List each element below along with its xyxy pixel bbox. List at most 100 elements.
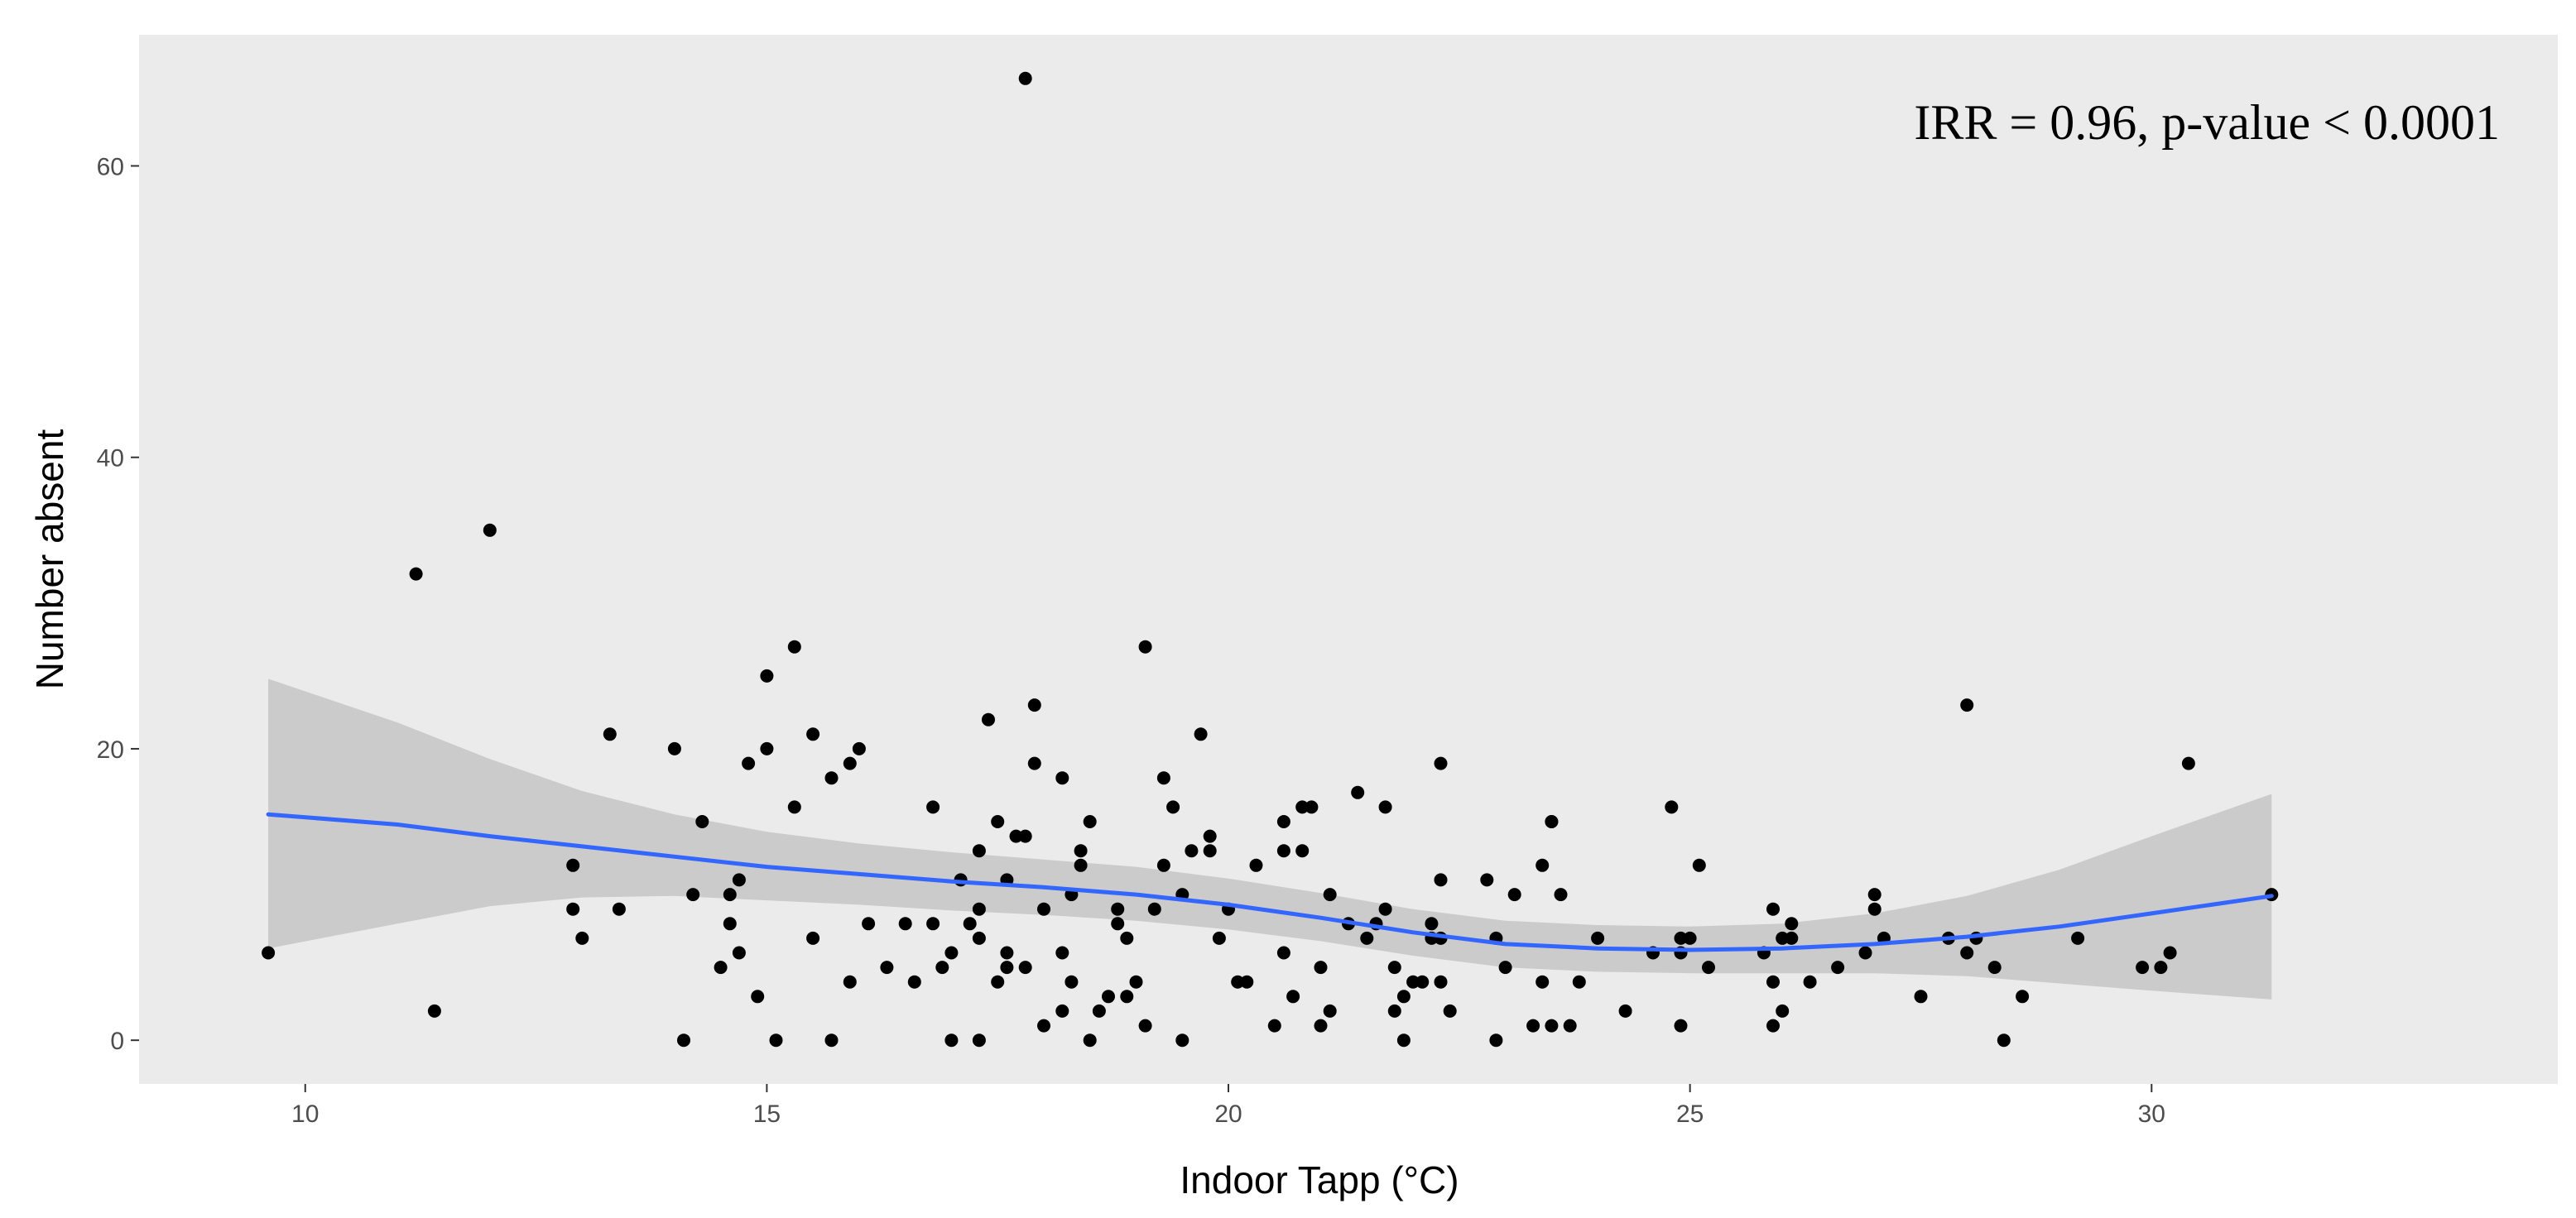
data-point — [1111, 917, 1125, 931]
data-point — [898, 917, 912, 931]
data-point — [1240, 975, 1254, 989]
data-point — [1766, 975, 1780, 989]
data-point — [1536, 858, 1550, 872]
smooth-fit-line — [266, 812, 2274, 952]
smooth-line — [266, 812, 2274, 952]
data-point — [1286, 990, 1300, 1004]
data-point — [944, 1033, 959, 1048]
data-point — [1267, 1019, 1281, 1033]
data-point — [1166, 800, 1180, 814]
data-point — [1360, 931, 1374, 945]
data-point — [1545, 815, 1559, 828]
data-point — [1434, 873, 1448, 887]
data-point — [760, 741, 774, 755]
model-annotation: IRR = 0.96, p-value < 0.0001 — [1914, 95, 2500, 150]
data-point — [1489, 1033, 1503, 1048]
data-point — [1111, 902, 1125, 916]
data-point — [972, 931, 986, 945]
data-point — [1083, 815, 1097, 828]
x-axis-ticks: 10 15 20 25 30 — [291, 1084, 2165, 1128]
data-point — [1867, 888, 1882, 902]
data-point — [1396, 1033, 1411, 1048]
data-point — [1572, 975, 1586, 989]
data-point — [714, 961, 728, 975]
data-point — [1009, 829, 1023, 843]
data-point — [1055, 1004, 1069, 1018]
data-point — [1000, 961, 1014, 975]
data-point — [982, 712, 995, 726]
data-point — [1785, 917, 1799, 931]
data-point — [1295, 800, 1310, 814]
data-point — [1443, 1004, 1457, 1018]
data-point — [1037, 902, 1050, 916]
data-point — [2071, 931, 2085, 945]
data-point — [806, 931, 820, 945]
data-point — [1554, 888, 1568, 902]
data-point — [769, 1033, 783, 1048]
data-point — [824, 1033, 839, 1048]
data-point — [1156, 858, 1170, 872]
data-point — [1536, 975, 1550, 989]
data-point — [1156, 771, 1170, 785]
data-point — [1323, 1004, 1337, 1018]
data-point — [1406, 975, 1420, 989]
data-point — [907, 975, 921, 989]
data-point — [1120, 990, 1134, 1004]
data-point — [972, 1033, 986, 1048]
data-point — [566, 858, 580, 872]
data-point — [1480, 873, 1494, 887]
data-point — [1674, 931, 1688, 945]
data-point — [806, 727, 820, 741]
data-point — [1055, 946, 1069, 960]
data-point — [1867, 902, 1882, 916]
data-point — [1766, 1019, 1780, 1033]
data-point — [1314, 1019, 1328, 1033]
data-point — [1387, 1004, 1401, 1018]
data-point — [1987, 961, 2002, 975]
data-point — [1498, 961, 1512, 975]
data-point — [742, 756, 756, 770]
data-point — [2163, 946, 2177, 960]
scatter-points — [262, 71, 2279, 1048]
y-tick-label: 20 — [97, 736, 124, 764]
x-tick-label: 15 — [753, 1101, 781, 1128]
data-point — [1526, 1019, 1540, 1033]
data-point — [1203, 829, 1217, 843]
data-point — [1323, 888, 1337, 902]
data-point — [926, 800, 940, 814]
data-point — [1102, 990, 1115, 1004]
data-point — [1960, 946, 1974, 960]
data-point — [787, 800, 801, 814]
data-point — [1018, 961, 1032, 975]
data-point — [1785, 931, 1799, 945]
data-point — [603, 727, 617, 741]
data-point — [262, 946, 276, 960]
data-point — [1545, 1019, 1559, 1033]
data-point — [1129, 975, 1143, 989]
data-point — [862, 917, 876, 931]
data-point — [944, 946, 959, 960]
data-point — [1231, 975, 1245, 989]
data-point — [1803, 975, 1817, 989]
data-point — [1415, 975, 1430, 989]
data-point — [483, 523, 497, 537]
y-tick-label: 40 — [97, 445, 124, 472]
data-point — [1831, 961, 1845, 975]
x-tick-label: 10 — [291, 1101, 319, 1128]
data-point — [1175, 1033, 1189, 1048]
data-point — [1027, 756, 1041, 770]
data-point — [732, 873, 746, 887]
x-tick-label: 30 — [2138, 1101, 2165, 1128]
data-point — [1351, 785, 1365, 799]
data-point — [1276, 946, 1290, 960]
data-point — [1203, 844, 1217, 858]
data-point — [1434, 975, 1448, 989]
data-point — [787, 640, 801, 654]
data-point — [1960, 698, 1974, 712]
data-point — [1074, 858, 1088, 872]
data-point — [843, 756, 857, 770]
data-point — [1914, 990, 1928, 1004]
data-point — [1018, 829, 1032, 843]
data-point — [1425, 917, 1439, 931]
data-point — [2181, 756, 2195, 770]
